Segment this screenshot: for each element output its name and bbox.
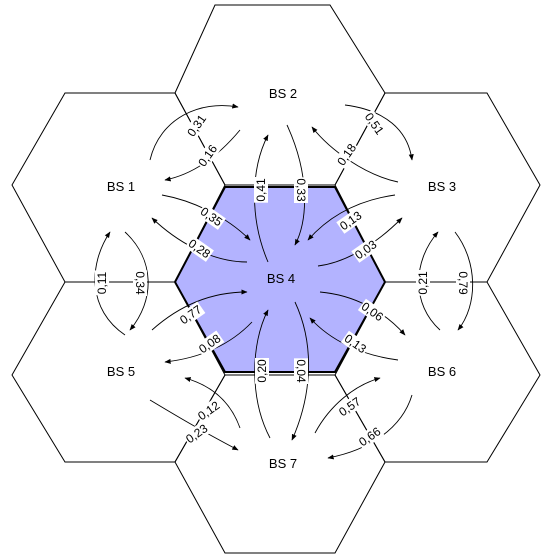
label-bs5: BS 5 xyxy=(107,364,135,379)
label-backdrop xyxy=(351,236,381,263)
cell-bs4 xyxy=(173,186,387,373)
label-backdrop xyxy=(357,298,387,325)
label-backdrop xyxy=(182,420,212,447)
label-backdrop xyxy=(340,330,370,357)
arrow-bs1-to-bs2 xyxy=(149,103,239,161)
arrow-bs7-to-bs4 xyxy=(254,309,271,439)
label-backdrop xyxy=(333,140,360,170)
prob-bs7-bs6: 0,57 xyxy=(336,394,363,419)
label-bs3: BS 3 xyxy=(428,179,456,194)
label-backdrop xyxy=(95,270,109,296)
label-backdrop xyxy=(133,270,147,297)
arrow-bs3-to-bs4 xyxy=(307,194,396,241)
prob-bs4-bs7: 0,04 xyxy=(294,359,308,383)
arrow-bs7-to-bs5 xyxy=(184,377,241,429)
label-bs6: BS 6 xyxy=(428,364,456,379)
arrow-bs2-to-bs3 xyxy=(344,104,414,161)
label-backdrop xyxy=(184,235,214,262)
label-backdrop xyxy=(335,393,365,420)
label-bs2: BS 2 xyxy=(269,86,297,101)
prob-bs2-bs3: 0,51 xyxy=(362,110,387,137)
label-bs7: BS 7 xyxy=(269,456,297,471)
label-backdrop xyxy=(294,358,308,385)
label-bs1: BS 1 xyxy=(107,179,135,194)
label-backdrop xyxy=(196,203,226,230)
label-backdrop xyxy=(456,270,470,297)
prob-bs2-bs4: 0,33 xyxy=(294,178,308,202)
cell-bs7 xyxy=(174,374,386,554)
arrow-bs3-to-bs6 xyxy=(454,231,474,331)
prob-bs5-bs1: 0,11 xyxy=(95,271,109,294)
arrow-bs4-to-bs7 xyxy=(291,301,310,441)
prob-bs7-bs4: 0,20 xyxy=(255,359,269,383)
arrow-bs5-to-bs7 xyxy=(149,399,239,451)
label-backdrop xyxy=(194,141,221,171)
label-backdrop xyxy=(361,109,388,139)
arrow-bs5-to-bs4 xyxy=(151,289,248,331)
label-backdrop xyxy=(336,207,366,234)
prob-bs4-bs2: 0,41 xyxy=(254,178,268,202)
prob-bs7-bs5: 0,23 xyxy=(183,421,210,446)
prob-bs3-bs6: 0,79 xyxy=(456,271,470,295)
label-bs4: BS 4 xyxy=(267,271,295,286)
label-backdrop xyxy=(355,423,385,450)
prob-bs6-bs3: 0,21 xyxy=(416,271,430,295)
label-backdrop xyxy=(195,330,225,357)
arrow-bs7-to-bs6 xyxy=(314,377,381,434)
prob-bs6-bs7: 0,66 xyxy=(356,424,383,449)
arrow-bs1-to-bs5 xyxy=(124,231,149,331)
label-backdrop xyxy=(176,301,206,328)
label-backdrop xyxy=(416,269,430,296)
label-backdrop xyxy=(255,357,269,384)
prob-bs1-bs5: 0,34 xyxy=(133,271,147,295)
label-backdrop xyxy=(254,176,268,203)
label-backdrop xyxy=(294,177,308,204)
label-backdrop xyxy=(194,397,224,424)
prob-bs2-bs1: 0,16 xyxy=(195,142,220,169)
label-backdrop xyxy=(183,111,210,141)
